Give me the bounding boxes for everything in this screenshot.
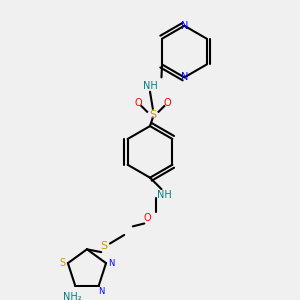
Text: S: S: [59, 258, 65, 268]
Text: NH₂: NH₂: [63, 292, 82, 300]
Text: N: N: [98, 287, 105, 296]
Text: S: S: [149, 110, 156, 120]
Text: S: S: [100, 242, 108, 251]
Text: O: O: [143, 213, 151, 223]
Text: N: N: [181, 21, 188, 31]
Text: N: N: [109, 259, 115, 268]
Text: O: O: [164, 98, 171, 108]
Text: NH: NH: [157, 190, 172, 200]
Text: O: O: [135, 98, 142, 108]
Text: N: N: [181, 72, 188, 82]
Text: NH: NH: [142, 81, 158, 91]
